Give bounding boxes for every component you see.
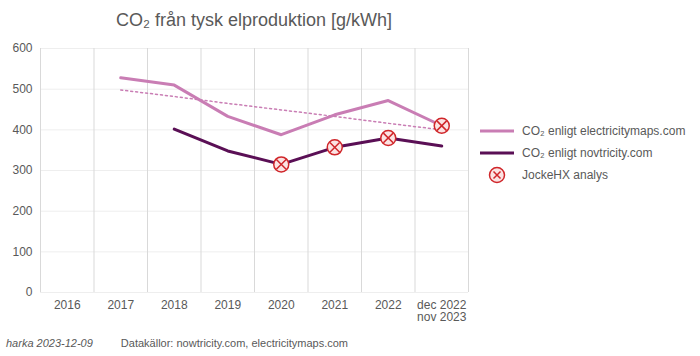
svg-text:300: 300 bbox=[12, 163, 32, 177]
svg-text:2019: 2019 bbox=[214, 298, 241, 312]
html-text:CO₂ enligt novtricity.com: CO₂ enligt novtricity.com bbox=[522, 146, 653, 160]
svg-text:200: 200 bbox=[12, 204, 32, 218]
html-text:JockeHX analys: JockeHX analys bbox=[522, 168, 608, 182]
svg-text:2018: 2018 bbox=[161, 298, 188, 312]
svg-text:2020: 2020 bbox=[268, 298, 295, 312]
svg-text:400: 400 bbox=[12, 123, 32, 137]
html-text:CO₂ från tysk elproduktion [g/: CO₂ från tysk elproduktion [g/kWh] bbox=[116, 10, 392, 30]
svg-text:2021: 2021 bbox=[321, 298, 348, 312]
svg-text:600: 600 bbox=[12, 41, 32, 55]
html-text:Datakällor: nowtricity.com, el: Datakällor: nowtricity.com, electricitym… bbox=[120, 337, 348, 349]
html-text:CO₂ enligt electricitymaps.com: CO₂ enligt electricitymaps.com bbox=[522, 124, 686, 138]
html-text:harka 2023-12-09: harka 2023-12-09 bbox=[6, 337, 93, 349]
svg-text:2017: 2017 bbox=[107, 298, 134, 312]
svg-text:2016: 2016 bbox=[54, 298, 81, 312]
svg-text:500: 500 bbox=[12, 82, 32, 96]
svg-text:dec 2022nov 2023: dec 2022nov 2023 bbox=[417, 298, 467, 324]
svg-text:0: 0 bbox=[26, 285, 33, 299]
svg-text:2022: 2022 bbox=[375, 298, 402, 312]
svg-text:100: 100 bbox=[12, 245, 32, 259]
